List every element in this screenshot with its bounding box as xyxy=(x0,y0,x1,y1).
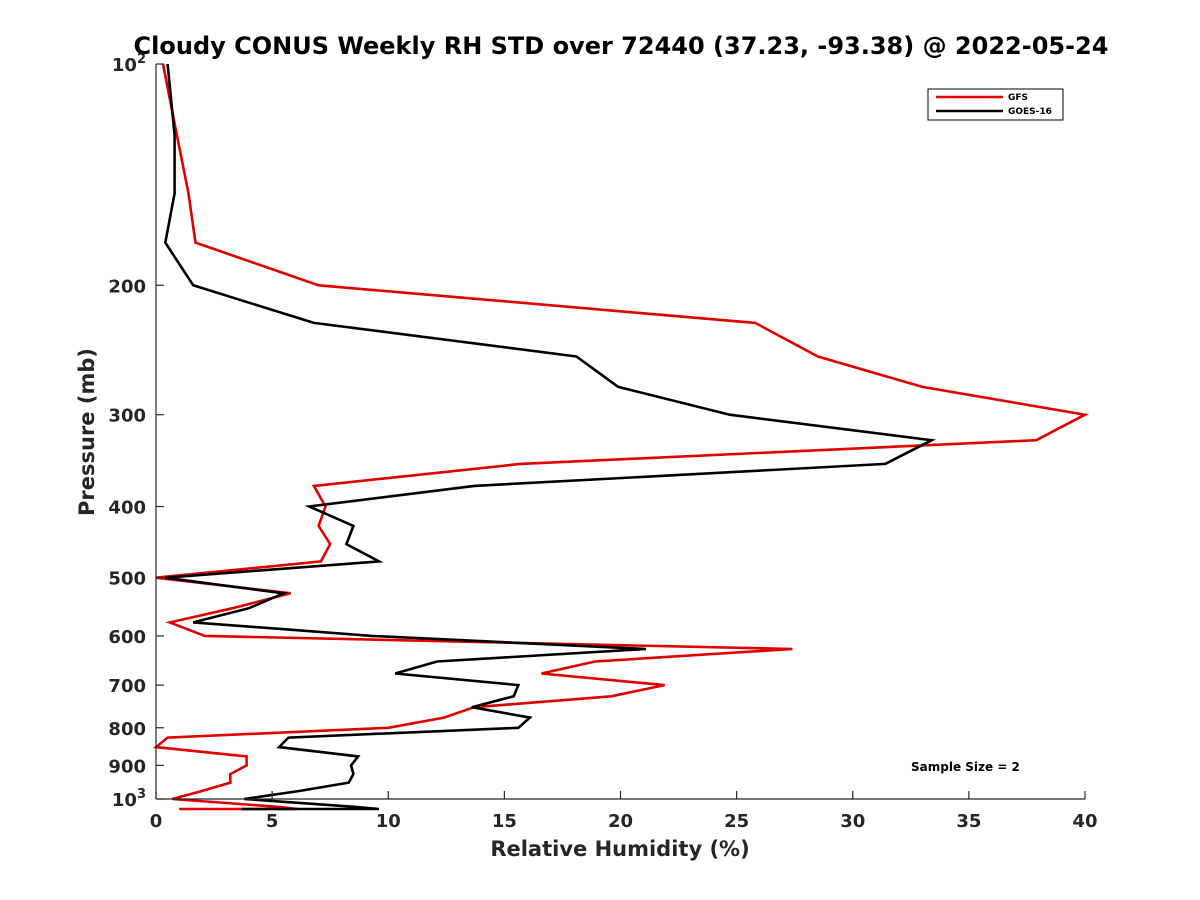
legend: GFS GOES-16 xyxy=(927,88,1064,121)
x-tick-label: 35 xyxy=(956,811,981,832)
y-tick-label: 600 xyxy=(108,627,146,648)
y-tick-label: 400 xyxy=(108,498,146,519)
x-tick-label: 40 xyxy=(1072,811,1097,832)
x-tick-label: 10 xyxy=(376,811,401,832)
series-line-goes16 xyxy=(163,63,937,811)
y-tick-label: 102 xyxy=(112,52,146,76)
x-tick-label: 5 xyxy=(266,811,279,832)
legend-label-goes16: GOES-16 xyxy=(1008,107,1052,117)
legend-box xyxy=(927,88,1064,121)
y-tick-label: 500 xyxy=(108,569,146,590)
y-tick-label: 900 xyxy=(108,756,146,777)
x-axis-label: Relative Humidity (%) xyxy=(490,837,749,861)
chart-title: Cloudy CONUS Weekly RH STD over 72440 (3… xyxy=(134,32,1109,60)
x-tick-label: 20 xyxy=(608,811,633,832)
y-tick-label: 300 xyxy=(108,406,146,427)
y-tick-label: 200 xyxy=(108,276,146,297)
x-tick-label: 0 xyxy=(150,811,163,832)
y-axis-ticks: 102 200 300 400 500 600 700 800 900 103 xyxy=(108,52,164,811)
series-line-gfs xyxy=(152,63,1090,811)
sample-size-annotation: Sample Size = 2 xyxy=(911,760,1020,774)
x-tick-label: 30 xyxy=(840,811,865,832)
legend-label-gfs: GFS xyxy=(1008,93,1028,103)
series-layer xyxy=(152,63,1090,811)
y-tick-label: 103 xyxy=(112,787,146,811)
plot-area xyxy=(156,64,1085,799)
y-tick-label: 700 xyxy=(108,676,146,697)
x-tick-label: 25 xyxy=(724,811,749,832)
x-axis-ticks: 0 5 10 15 20 25 30 35 40 xyxy=(150,791,1098,832)
y-tick-label: 800 xyxy=(108,719,146,740)
y-axis-label: Pressure (mb) xyxy=(75,348,99,516)
x-tick-label: 15 xyxy=(492,811,517,832)
